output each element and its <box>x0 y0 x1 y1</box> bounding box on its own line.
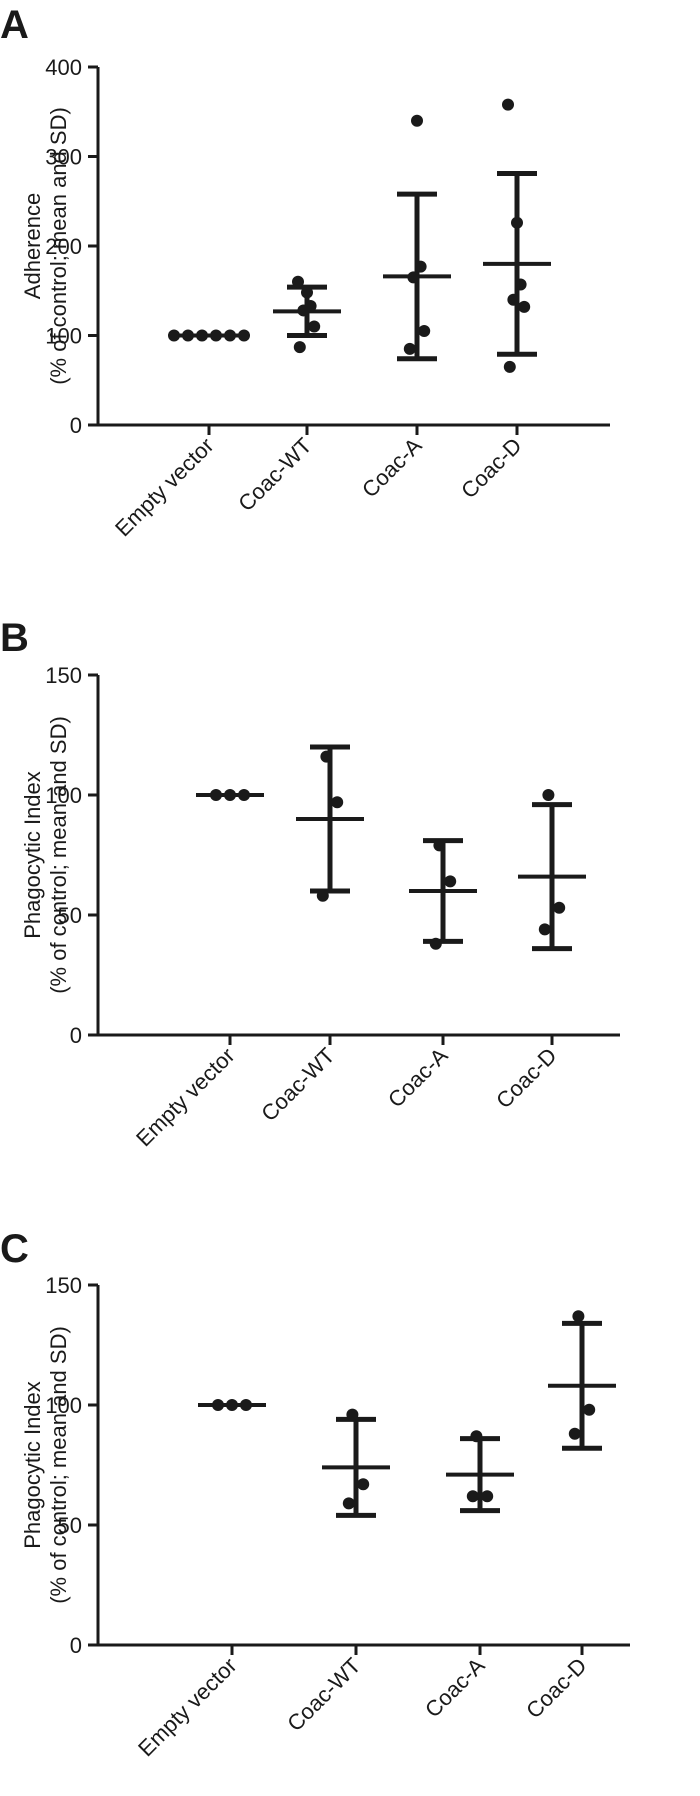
data-point <box>502 98 514 111</box>
data-point <box>320 750 333 763</box>
y-axis-title: Phagocytic Index <box>20 771 45 939</box>
data-point <box>212 1399 224 1411</box>
y-axis-title: Adherence <box>20 193 45 299</box>
data-point <box>538 923 551 936</box>
data-point <box>518 300 531 313</box>
group-coac-a: Coac-A <box>383 838 477 1113</box>
data-point <box>316 889 329 902</box>
x-tick-label: Coac-WT <box>233 433 316 516</box>
group-empty-vector: Empty vector <box>131 789 264 1151</box>
data-point <box>240 1399 252 1411</box>
data-point <box>466 1490 479 1503</box>
x-tick-label: Coac-A <box>357 433 427 503</box>
x-tick-label: Coac-D <box>456 433 526 503</box>
chart-panel-b: B 0 50 100 150 Phagocytic Index (% of control;… <box>0 616 620 1151</box>
y-tick-label: 50 <box>58 1513 82 1538</box>
chart-panel-c: C 0 50 100 150 Phagocytic Index (% of control;… <box>0 1227 630 1761</box>
data-point <box>507 293 520 306</box>
data-point <box>444 875 457 888</box>
group-empty-vector: Empty vector <box>110 329 250 541</box>
data-point <box>511 216 523 229</box>
data-point <box>342 1497 355 1510</box>
data-point <box>414 260 427 273</box>
data-point <box>238 329 250 342</box>
panel-label: A <box>0 3 29 47</box>
x-tick-label: Coac-D <box>521 1653 591 1723</box>
y-tick-label: 150 <box>45 663 82 688</box>
group-coac-d: Coac-D <box>491 789 586 1113</box>
group-coac-d: Coac-D <box>456 98 551 503</box>
x-tick-label: Empty vector <box>110 433 218 541</box>
data-point <box>226 1399 238 1411</box>
y-tick-label: 300 <box>45 145 82 170</box>
y-tick-label: 0 <box>70 1633 82 1658</box>
y-axis-title: Phagocytic Index <box>20 1381 45 1549</box>
data-point <box>308 320 321 333</box>
data-point <box>418 325 431 338</box>
group-coac-a: Coac-A <box>420 1430 514 1722</box>
group-coac-wt: Coac-WT <box>233 275 341 516</box>
y-tick-label: 200 <box>45 234 82 259</box>
x-tick-label: Empty vector <box>133 1653 241 1761</box>
data-point <box>182 329 194 342</box>
x-tick-label: Coac-A <box>420 1653 490 1723</box>
data-point <box>293 341 306 354</box>
data-point <box>210 789 222 801</box>
data-point <box>357 1478 370 1491</box>
y-tick-label: 100 <box>45 783 82 808</box>
data-point <box>572 1310 585 1323</box>
data-point <box>168 329 180 342</box>
data-point <box>196 329 208 342</box>
y-tick-label: 0 <box>70 413 82 438</box>
data-point <box>301 286 313 299</box>
data-point <box>568 1427 581 1440</box>
data-point <box>224 789 236 801</box>
y-axis-title-unit: (% of control; mean and SD) <box>46 1326 71 1604</box>
y-tick-label: 0 <box>70 1023 82 1048</box>
data-point <box>238 789 250 801</box>
data-point <box>224 329 236 342</box>
data-point <box>331 796 344 809</box>
y-tick-label: 150 <box>45 1273 82 1298</box>
x-tick-label: Coac-D <box>491 1043 561 1113</box>
x-tick-label: Coac-WT <box>282 1653 365 1736</box>
x-tick-label: Coac-WT <box>256 1043 339 1126</box>
data-point <box>514 278 527 291</box>
data-point <box>553 901 566 914</box>
y-axis-title-unit: (% of control; mean and SD) <box>46 107 71 385</box>
group-coac-wt: Coac-WT <box>282 1408 390 1736</box>
data-point <box>292 275 304 288</box>
group-empty-vector: Empty vector <box>133 1399 266 1761</box>
panel-label: C <box>0 1227 29 1271</box>
y-tick-label: 400 <box>45 55 82 80</box>
x-tick-label: Coac-A <box>383 1043 453 1113</box>
data-point <box>210 329 222 342</box>
data-point <box>304 299 317 312</box>
panel-label: B <box>0 616 29 660</box>
group-coac-d: Coac-D <box>521 1310 616 1723</box>
data-point <box>403 342 416 355</box>
y-axis-title-unit: (% of control; mean and SD) <box>46 716 71 994</box>
data-point <box>583 1403 596 1416</box>
data-point <box>470 1430 483 1443</box>
data-point <box>407 271 420 284</box>
data-point <box>411 114 423 127</box>
y-tick-label: 100 <box>45 1393 82 1418</box>
y-tick-label: 100 <box>45 324 82 349</box>
x-tick-label: Empty vector <box>131 1043 239 1151</box>
chart-panel-a: A 0 100 200 300 400 Adherence (% of control; me… <box>0 3 610 541</box>
data-point <box>481 1490 494 1503</box>
group-coac-a: Coac-A <box>357 114 451 503</box>
data-point <box>503 360 516 373</box>
group-coac-wt: Coac-WT <box>256 744 364 1126</box>
data-point <box>433 839 446 852</box>
data-point <box>542 789 555 801</box>
data-point <box>346 1408 359 1421</box>
data-point <box>429 937 442 950</box>
y-tick-label: 50 <box>58 903 82 928</box>
